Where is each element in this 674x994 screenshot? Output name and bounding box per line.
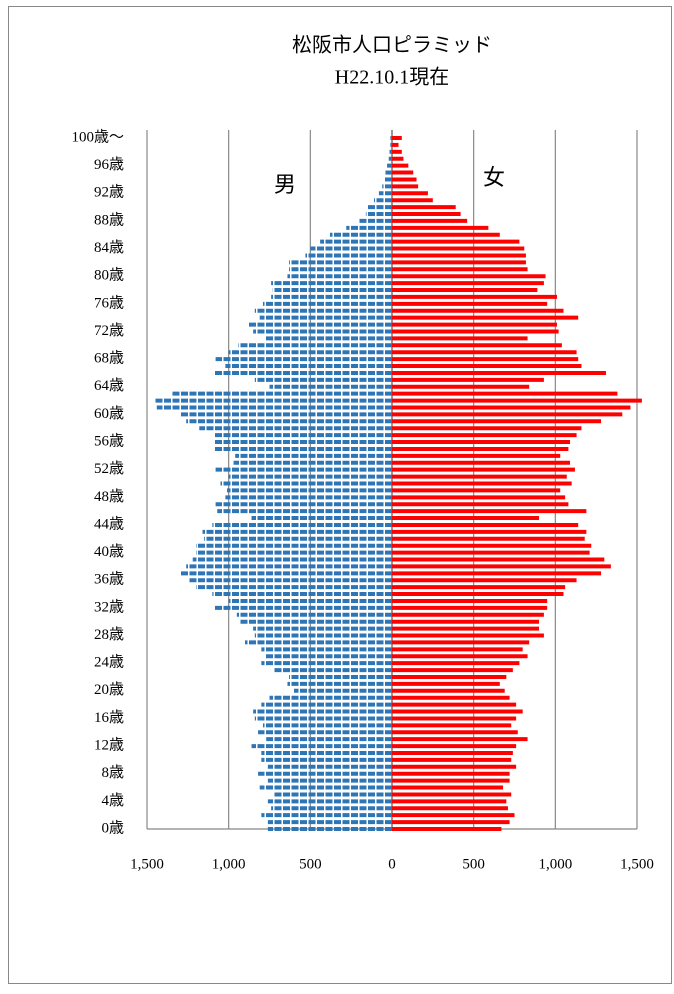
y-tick-label: 72歳 bbox=[94, 322, 124, 339]
y-tick-label: 32歳 bbox=[94, 598, 124, 615]
chart-title: 松阪市人口ピラミッド bbox=[292, 34, 492, 57]
y-tick-label: 92歳 bbox=[94, 184, 124, 201]
y-tick-label: 0歳 bbox=[101, 819, 124, 836]
y-tick-label: 8歳 bbox=[101, 764, 124, 781]
y-tick-label: 24歳 bbox=[94, 654, 124, 671]
y-tick-label: 88歳 bbox=[94, 211, 124, 228]
y-tick-label: 76歳 bbox=[94, 294, 124, 311]
y-tick-label: 100歳～ bbox=[71, 128, 124, 145]
x-tick-label: 500 bbox=[299, 856, 322, 872]
y-tick-label: 40歳 bbox=[94, 543, 124, 560]
y-tick-label: 68歳 bbox=[94, 350, 124, 367]
y-tick-label: 16歳 bbox=[94, 709, 124, 726]
y-tick-label: 60歳 bbox=[94, 405, 124, 422]
y-tick-label: 48歳 bbox=[94, 488, 124, 505]
y-tick-label: 80歳 bbox=[94, 267, 124, 284]
chart-subtitle: H22.10.1現在 bbox=[335, 66, 449, 89]
y-tick-label: 36歳 bbox=[94, 571, 124, 588]
y-tick-label: 56歳 bbox=[94, 432, 124, 449]
x-tick-label: 1,500 bbox=[130, 856, 164, 872]
y-tick-label: 20歳 bbox=[94, 681, 124, 698]
series-label: 男 bbox=[274, 172, 296, 197]
x-tick-label: 1,500 bbox=[620, 856, 654, 872]
y-tick-label: 12歳 bbox=[94, 737, 124, 754]
y-tick-label: 96歳 bbox=[94, 156, 124, 173]
y-tick-label: 44歳 bbox=[94, 515, 124, 532]
y-tick-label: 28歳 bbox=[94, 626, 124, 643]
y-tick-label: 84歳 bbox=[94, 239, 124, 256]
x-tick-label: 500 bbox=[462, 856, 485, 872]
y-tick-label: 4歳 bbox=[101, 792, 124, 809]
x-tick-label: 1,000 bbox=[212, 856, 246, 872]
y-tick-label: 52歳 bbox=[94, 460, 124, 477]
x-tick-label: 1,000 bbox=[538, 856, 572, 872]
y-tick-label: 64歳 bbox=[94, 377, 124, 394]
x-tick-label: 0 bbox=[388, 856, 396, 872]
series-label: 女 bbox=[483, 165, 505, 190]
